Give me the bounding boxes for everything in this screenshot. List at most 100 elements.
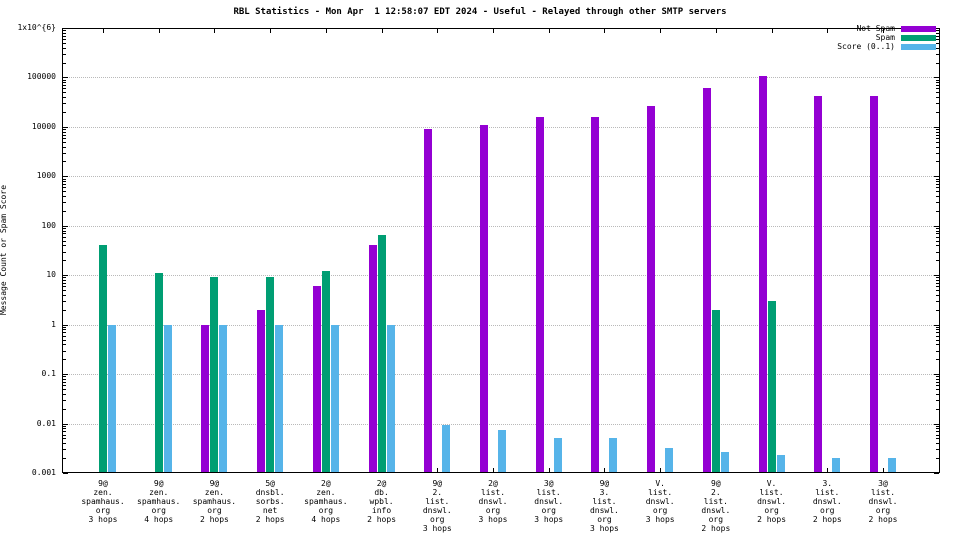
axis-minor-tick bbox=[936, 236, 939, 238]
x-tick-label-line: 3 hops bbox=[478, 515, 508, 524]
axis-minor-tick bbox=[63, 425, 66, 427]
axis-minor-tick bbox=[936, 62, 939, 64]
x-tick-label-line: 9@ bbox=[98, 479, 108, 488]
axis-tick bbox=[934, 473, 939, 474]
x-tick-label-line: 3. bbox=[599, 488, 610, 497]
axis-minor-tick bbox=[936, 425, 939, 427]
x-tick-label-line: 4 hops bbox=[144, 515, 174, 524]
axis-minor-tick bbox=[63, 329, 66, 331]
gridline bbox=[62, 225, 940, 227]
axis-minor-tick bbox=[63, 282, 66, 284]
axis-minor-tick bbox=[936, 240, 939, 242]
bar-score-0-1- bbox=[163, 324, 172, 473]
axis-minor-tick bbox=[63, 290, 66, 292]
axis-minor-tick bbox=[936, 92, 939, 94]
bar-spam bbox=[377, 235, 386, 473]
x-tick bbox=[493, 29, 494, 33]
x-tick-label-line: org bbox=[597, 515, 612, 524]
axis-tick bbox=[63, 423, 68, 425]
y-tick-label: 100 bbox=[41, 220, 56, 230]
axis-minor-tick bbox=[936, 137, 939, 139]
axis-minor-tick bbox=[63, 434, 66, 436]
axis-tick bbox=[63, 225, 68, 227]
legend-item: Spam bbox=[837, 33, 936, 42]
x-tick-label-line: 9@ bbox=[209, 479, 220, 488]
axis-minor-tick bbox=[936, 141, 939, 143]
bar-spam bbox=[210, 277, 219, 473]
axis-minor-tick bbox=[936, 434, 939, 436]
axis-tick bbox=[63, 473, 68, 474]
x-tick-label: 9@ zen. spamhaus. org 3 hops bbox=[75, 479, 131, 524]
axis-minor-tick bbox=[936, 35, 939, 37]
axis-minor-tick bbox=[936, 97, 939, 99]
x-tick-label: 2@ list. dnswl. org 3 hops bbox=[465, 479, 521, 524]
axis-minor-tick bbox=[63, 344, 66, 346]
plot-border bbox=[62, 28, 940, 473]
axis-minor-tick bbox=[63, 376, 66, 378]
x-tick-label-line: dnswl. bbox=[478, 497, 508, 506]
x-tick-label-line: 9@ bbox=[711, 479, 721, 488]
axis-minor-tick bbox=[936, 290, 939, 292]
axis-tick bbox=[63, 77, 68, 79]
x-tick-label-line: dnswl. bbox=[422, 506, 452, 515]
x-tick-label-line: dnswl. bbox=[868, 497, 898, 506]
axis-minor-tick bbox=[63, 251, 66, 253]
axis-minor-tick bbox=[936, 309, 939, 311]
axis-minor-tick bbox=[936, 181, 939, 183]
bar-not-spam bbox=[480, 124, 488, 473]
axis-minor-tick bbox=[936, 230, 939, 232]
bar-not-spam bbox=[702, 87, 711, 473]
axis-minor-tick bbox=[936, 388, 939, 390]
y-tick-label: 1x10^{6} bbox=[17, 23, 56, 32]
axis-minor-tick bbox=[63, 53, 66, 55]
x-tick-label-line: 9@ bbox=[432, 479, 443, 488]
axis-minor-tick bbox=[936, 131, 939, 133]
x-tick-label-line: 9@ bbox=[599, 479, 610, 488]
x-tick-label-line: 2 hops bbox=[868, 515, 898, 524]
axis-minor-tick bbox=[936, 233, 939, 235]
axis-minor-tick bbox=[936, 376, 939, 378]
x-tick-label-line: org bbox=[541, 506, 556, 515]
y-tick-label: 0.1 bbox=[41, 369, 56, 379]
axis-tick bbox=[63, 28, 68, 29]
x-tick bbox=[437, 468, 439, 472]
gridline bbox=[62, 176, 940, 178]
axis-tick bbox=[934, 423, 939, 425]
x-tick-label-line: 2@ bbox=[376, 479, 387, 488]
axis-minor-tick bbox=[936, 339, 939, 341]
axis-minor-tick bbox=[63, 152, 66, 154]
x-tick-label-line: spamhaus. bbox=[192, 497, 237, 506]
axis-minor-tick bbox=[936, 408, 939, 410]
axis-minor-tick bbox=[936, 443, 939, 445]
x-tick-label-line: list. bbox=[536, 488, 561, 497]
x-tick-label-line: org bbox=[318, 506, 334, 515]
axis-minor-tick bbox=[63, 183, 66, 185]
bar-not-spam bbox=[647, 105, 656, 473]
x-tick-label-line: list. bbox=[703, 497, 728, 506]
axis-minor-tick bbox=[63, 191, 66, 193]
bar-not-spam bbox=[535, 116, 544, 473]
axis-minor-tick bbox=[63, 388, 66, 390]
x-tick-label-line: zen. bbox=[149, 488, 169, 497]
x-tick-label-line: spamhaus. bbox=[304, 497, 348, 506]
axis-minor-tick bbox=[936, 329, 939, 331]
axis-minor-tick bbox=[63, 326, 66, 328]
axis-minor-tick bbox=[63, 280, 66, 281]
x-tick-label: 3@ list. dnswl. org 2 hops bbox=[855, 479, 911, 524]
x-tick-label-line: 3 hops bbox=[589, 524, 619, 533]
axis-minor-tick bbox=[63, 38, 66, 40]
axis-minor-tick bbox=[936, 280, 939, 281]
axis-minor-tick bbox=[63, 431, 66, 433]
axis-minor-tick bbox=[63, 129, 66, 131]
axis-minor-tick bbox=[63, 277, 66, 279]
axis-minor-tick bbox=[63, 82, 66, 84]
axis-minor-tick bbox=[936, 393, 939, 395]
x-tick-label: V. list. dnswl. org 3 hops bbox=[632, 479, 688, 524]
axis-minor-tick bbox=[936, 245, 939, 247]
x-tick-label-line: spamhaus. bbox=[137, 497, 181, 506]
x-tick-label-line: sorbs. bbox=[255, 497, 285, 506]
axis-minor-tick bbox=[63, 449, 66, 451]
axis-minor-tick bbox=[936, 210, 939, 212]
x-tick-label-line: 3 hops bbox=[88, 515, 118, 524]
